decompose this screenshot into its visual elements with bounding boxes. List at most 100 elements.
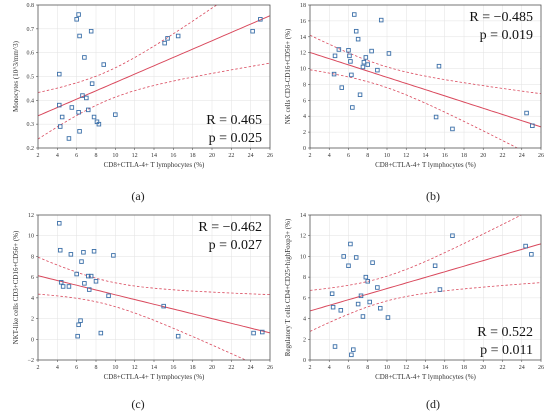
data-point [165,36,170,41]
x-tick-label: 12 [132,365,138,371]
data-point [82,281,87,286]
x-tick-label: 10 [112,365,118,371]
x-tick-label: 16 [170,365,176,371]
data-point [57,102,62,108]
x-tick-label: 12 [403,365,409,371]
data-point [258,17,263,22]
data-point [260,329,265,335]
y-tick-label: 18 [300,3,306,9]
data-point [361,59,367,65]
x-tick-label: 4 [56,365,59,371]
y-tick-label: 10 [300,67,306,73]
data-point [86,107,91,113]
x-tick-label: 16 [442,365,448,371]
regression-line [38,275,270,334]
y-tick-label: 2 [31,317,34,323]
data-point [82,55,87,60]
data-point [74,271,79,277]
correlation-r-value: R = 0.465 [206,113,262,128]
data-point [57,124,63,129]
y-tick-label: 0.7 [27,27,35,33]
data-point [75,333,80,339]
x-tick-label: 24 [248,153,254,159]
panel-caption: (d) [426,397,440,411]
data-point [365,279,371,284]
x-tick-label: 8 [366,153,369,159]
x-tick-label: 24 [519,153,525,159]
data-point [336,47,342,52]
x-axis-label: CD8+CTLA-4+ T lymphocytes (%) [375,373,476,381]
data-point [346,263,351,269]
y-axis-label: Monocytes (10^3/mm^3) [12,40,20,112]
data-point [363,274,369,280]
data-point [106,293,111,299]
data-point [370,260,375,265]
p-value: p = 0.019 [480,28,533,43]
confidence-band-lower [38,293,247,360]
y-tick-label: 12 [28,213,34,219]
data-point [91,114,97,120]
correlation-r-value: R = −0.462 [198,220,262,235]
x-tick-label: 18 [190,365,196,371]
y-tick-label: 4 [303,317,306,323]
data-point [88,273,94,279]
panel-caption: (c) [131,397,144,411]
x-tick-label: 14 [151,365,157,371]
data-point [530,123,535,129]
x-tick-label: 14 [151,153,157,159]
data-point [375,285,380,290]
confidence-band-lower [38,62,270,140]
data-point [96,121,102,127]
data-point [436,63,442,69]
y-tick-label: 14 [300,213,306,219]
data-point [353,28,359,34]
data-point [450,126,455,132]
chart-panel-1: 2 4 6 8 10 12 14 16 18 20 22 24 260.20.30.40.50.60.7… [12,3,273,203]
data-point [349,72,354,78]
x-tick-label: 26 [267,153,273,159]
data-point [86,273,91,279]
data-point [175,333,181,339]
data-point [529,252,534,257]
y-tick-label: 0 [303,146,306,152]
data-point [161,303,166,309]
x-tick-label: 4 [328,153,331,159]
data-point [76,109,81,115]
data-point [385,315,391,320]
y-tick-label: 4 [31,296,34,302]
fit-group [38,5,270,140]
x-tick-label: 4 [328,365,331,371]
data-point [175,33,181,39]
x-tick-label: 2 [37,365,40,371]
data-point [358,293,364,299]
x-tick-label: 26 [538,153,544,159]
y-tick-label: 14 [300,35,306,41]
y-tick-label: 12 [300,51,306,57]
y-tick-label: 0.4 [27,98,35,104]
data-point [353,255,359,260]
y-tick-label: 16 [300,19,306,25]
data-point [66,136,72,141]
data-point [60,284,66,289]
x-tick-label: 12 [403,153,409,159]
data-point [331,71,337,77]
data-point [57,71,62,77]
data-point [367,299,372,305]
chart-panel-3: 2 4 6 8 10 12 14 16 18 20 22 24 26−2024681012CD8+CTL… [12,213,273,411]
x-tick-label: 6 [347,153,350,159]
data-point [91,248,97,254]
x-tick-label: 2 [309,365,312,371]
chart-panel-4: 2 4 6 8 10 12 14 16 18 20 22 24 2602468101214CD8+CTL… [284,213,544,411]
data-point [363,55,369,60]
x-tick-label: 24 [248,365,254,371]
x-tick-label: 22 [228,365,234,371]
data-point [357,92,363,98]
x-tick-label: 18 [461,365,467,371]
data-point [347,53,352,59]
y-tick-label: 2 [303,337,306,343]
x-tick-label: 22 [500,365,506,371]
data-point [88,28,94,34]
data-point [59,114,65,120]
data-point [332,344,338,349]
